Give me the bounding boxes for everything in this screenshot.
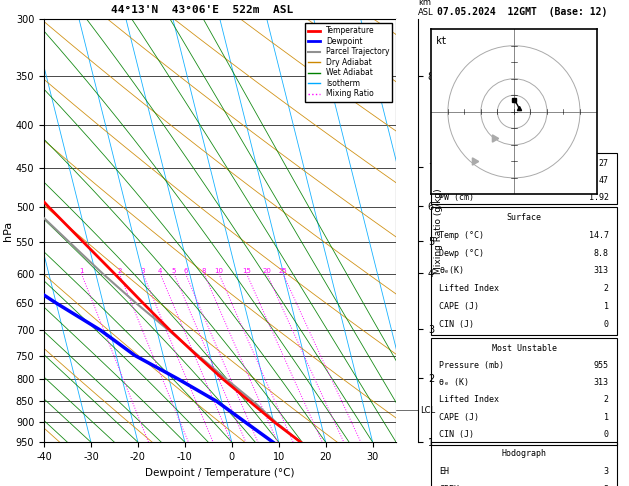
Text: θₑ(K): θₑ(K) xyxy=(440,266,464,276)
Text: K: K xyxy=(440,159,445,168)
Text: Dewp (°C): Dewp (°C) xyxy=(440,248,484,258)
Text: 313: 313 xyxy=(594,378,609,387)
Text: 1.92: 1.92 xyxy=(589,193,609,202)
Text: 5: 5 xyxy=(172,268,176,274)
Text: CIN (J): CIN (J) xyxy=(440,430,474,439)
Text: θₑ (K): θₑ (K) xyxy=(440,378,469,387)
Legend: Temperature, Dewpoint, Parcel Trajectory, Dry Adiabat, Wet Adiabat, Isotherm, Mi: Temperature, Dewpoint, Parcel Trajectory… xyxy=(305,23,392,102)
Text: 2: 2 xyxy=(604,395,609,404)
Text: 8: 8 xyxy=(202,268,206,274)
Text: Totals Totals: Totals Totals xyxy=(440,176,504,185)
Text: 07.05.2024  12GMT  (Base: 12): 07.05.2024 12GMT (Base: 12) xyxy=(437,7,607,17)
Text: 6: 6 xyxy=(183,268,188,274)
Text: Lifted Index: Lifted Index xyxy=(440,395,499,404)
Text: 14.7: 14.7 xyxy=(589,231,609,240)
Text: 2: 2 xyxy=(117,268,121,274)
Text: Temp (°C): Temp (°C) xyxy=(440,231,484,240)
Bar xyxy=(431,153,616,204)
Text: 15: 15 xyxy=(242,268,251,274)
Text: 3: 3 xyxy=(604,485,609,486)
Bar xyxy=(431,338,616,445)
Text: 0: 0 xyxy=(604,320,609,329)
Text: Lifted Index: Lifted Index xyxy=(440,284,499,294)
X-axis label: Dewpoint / Temperature (°C): Dewpoint / Temperature (°C) xyxy=(145,468,295,478)
Text: kt: kt xyxy=(437,36,448,46)
Text: 313: 313 xyxy=(594,266,609,276)
Text: LCL: LCL xyxy=(420,406,435,415)
Text: 3: 3 xyxy=(141,268,145,274)
Text: Pressure (mb): Pressure (mb) xyxy=(440,361,504,370)
Y-axis label: hPa: hPa xyxy=(3,221,13,241)
Text: 10: 10 xyxy=(214,268,223,274)
Text: 20: 20 xyxy=(262,268,271,274)
Text: EH: EH xyxy=(440,467,449,476)
Bar xyxy=(431,207,616,335)
Bar xyxy=(431,442,616,486)
Text: CIN (J): CIN (J) xyxy=(440,320,474,329)
Text: 3: 3 xyxy=(604,467,609,476)
Text: 44°13'N  43°06'E  522m  ASL: 44°13'N 43°06'E 522m ASL xyxy=(111,4,294,15)
Text: Surface: Surface xyxy=(506,213,542,222)
Text: 25: 25 xyxy=(279,268,287,274)
Text: 27: 27 xyxy=(599,159,609,168)
Text: SREH: SREH xyxy=(440,485,459,486)
Text: 47: 47 xyxy=(599,176,609,185)
Text: Mixing Ratio (g/kg): Mixing Ratio (g/kg) xyxy=(435,188,443,274)
Text: 955: 955 xyxy=(594,361,609,370)
Text: CAPE (J): CAPE (J) xyxy=(440,302,479,311)
Text: 1: 1 xyxy=(79,268,84,274)
Text: 1: 1 xyxy=(604,302,609,311)
Text: CAPE (J): CAPE (J) xyxy=(440,413,479,421)
Text: 8.8: 8.8 xyxy=(594,248,609,258)
Text: 0: 0 xyxy=(604,430,609,439)
Text: 4: 4 xyxy=(158,268,162,274)
Text: 2: 2 xyxy=(604,284,609,294)
Text: Hodograph: Hodograph xyxy=(501,449,547,458)
Text: Most Unstable: Most Unstable xyxy=(491,344,557,353)
Text: km
ASL: km ASL xyxy=(418,0,434,17)
Text: PW (cm): PW (cm) xyxy=(440,193,474,202)
Text: 1: 1 xyxy=(604,413,609,421)
